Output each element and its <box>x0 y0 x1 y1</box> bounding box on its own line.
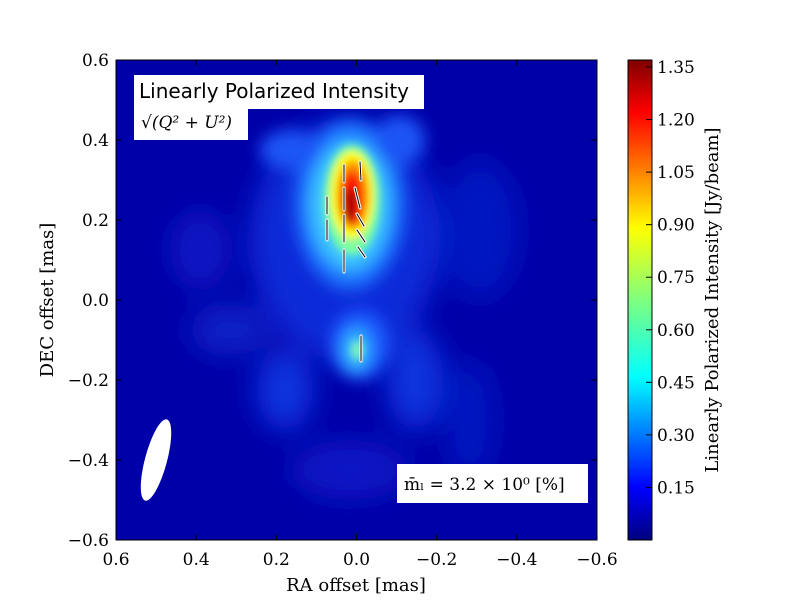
colorbar-tick-label: 0.30 <box>657 426 695 446</box>
colorbar-tick-label: 0.75 <box>657 268 695 288</box>
colorbar-ticks: 0.15 0.30 0.45 0.60 0.75 0.90 1.05 1.20 1.35 <box>646 58 695 498</box>
evpa-vector-cores <box>326 161 366 362</box>
colorbar: 0.15 0.30 0.45 0.60 0.75 0.90 1.05 1.20 1.35 Lin… <box>627 58 723 541</box>
y-tick-label: 0.2 <box>82 211 109 231</box>
y-tick-label: 0.0 <box>82 291 109 311</box>
colorbar-tick-label: 0.45 <box>657 373 695 393</box>
beam-ellipse <box>140 419 172 501</box>
colorbar-tick-label: 1.20 <box>657 111 695 131</box>
title-box-formula: √(Q² + U²) <box>141 113 232 133</box>
colorbar-tick-label: 0.15 <box>657 478 695 498</box>
fractional-polarization-box: m̄ₗ = 3.2 × 10⁰ [%] <box>397 464 588 503</box>
x-tick-label: 0.0 <box>343 550 370 570</box>
colorbar-tick-label: 0.60 <box>657 321 695 341</box>
y-axis-ticks: −0.6 −0.4 −0.2 0.0 0.2 0.4 0.6 <box>68 51 597 551</box>
x-tick-label: 0.4 <box>183 550 210 570</box>
x-axis-ticks: 0.6 0.4 0.2 0.0 −0.2 −0.4 −0.6 <box>102 60 618 570</box>
colorbar-tick-label: 0.90 <box>657 216 695 236</box>
fractional-polarization-text: m̄ₗ = 3.2 × 10⁰ [%] <box>404 475 565 495</box>
plot-area: Linearly Polarized Intensity √(Q² + U²) … <box>115 59 598 541</box>
colorbar-gradient <box>627 59 653 541</box>
y-tick-label: −0.4 <box>68 451 109 471</box>
x-tick-label: 0.2 <box>263 550 290 570</box>
y-axis-label: DEC offset [mas] <box>37 223 58 378</box>
colorbar-tick-label: 1.35 <box>657 58 695 78</box>
y-tick-label: 0.6 <box>82 51 109 71</box>
y-tick-label: 0.4 <box>82 131 109 151</box>
x-tick-label: 0.6 <box>102 550 129 570</box>
x-axis-label: RA offset [mas] <box>286 575 426 596</box>
x-tick-label: −0.6 <box>576 550 617 570</box>
y-tick-label: −0.2 <box>68 371 109 391</box>
colorbar-tick-label: 1.05 <box>657 163 695 183</box>
y-tick-label: −0.6 <box>68 531 109 551</box>
colorbar-label: Linearly Polarized Intensity [Jy/beam] <box>702 127 723 472</box>
x-tick-label: −0.4 <box>496 550 537 570</box>
title-box-title: Linearly Polarized Intensity <box>139 79 409 103</box>
x-tick-label: −0.2 <box>416 550 457 570</box>
title-box: Linearly Polarized Intensity √(Q² + U²) <box>134 75 424 140</box>
